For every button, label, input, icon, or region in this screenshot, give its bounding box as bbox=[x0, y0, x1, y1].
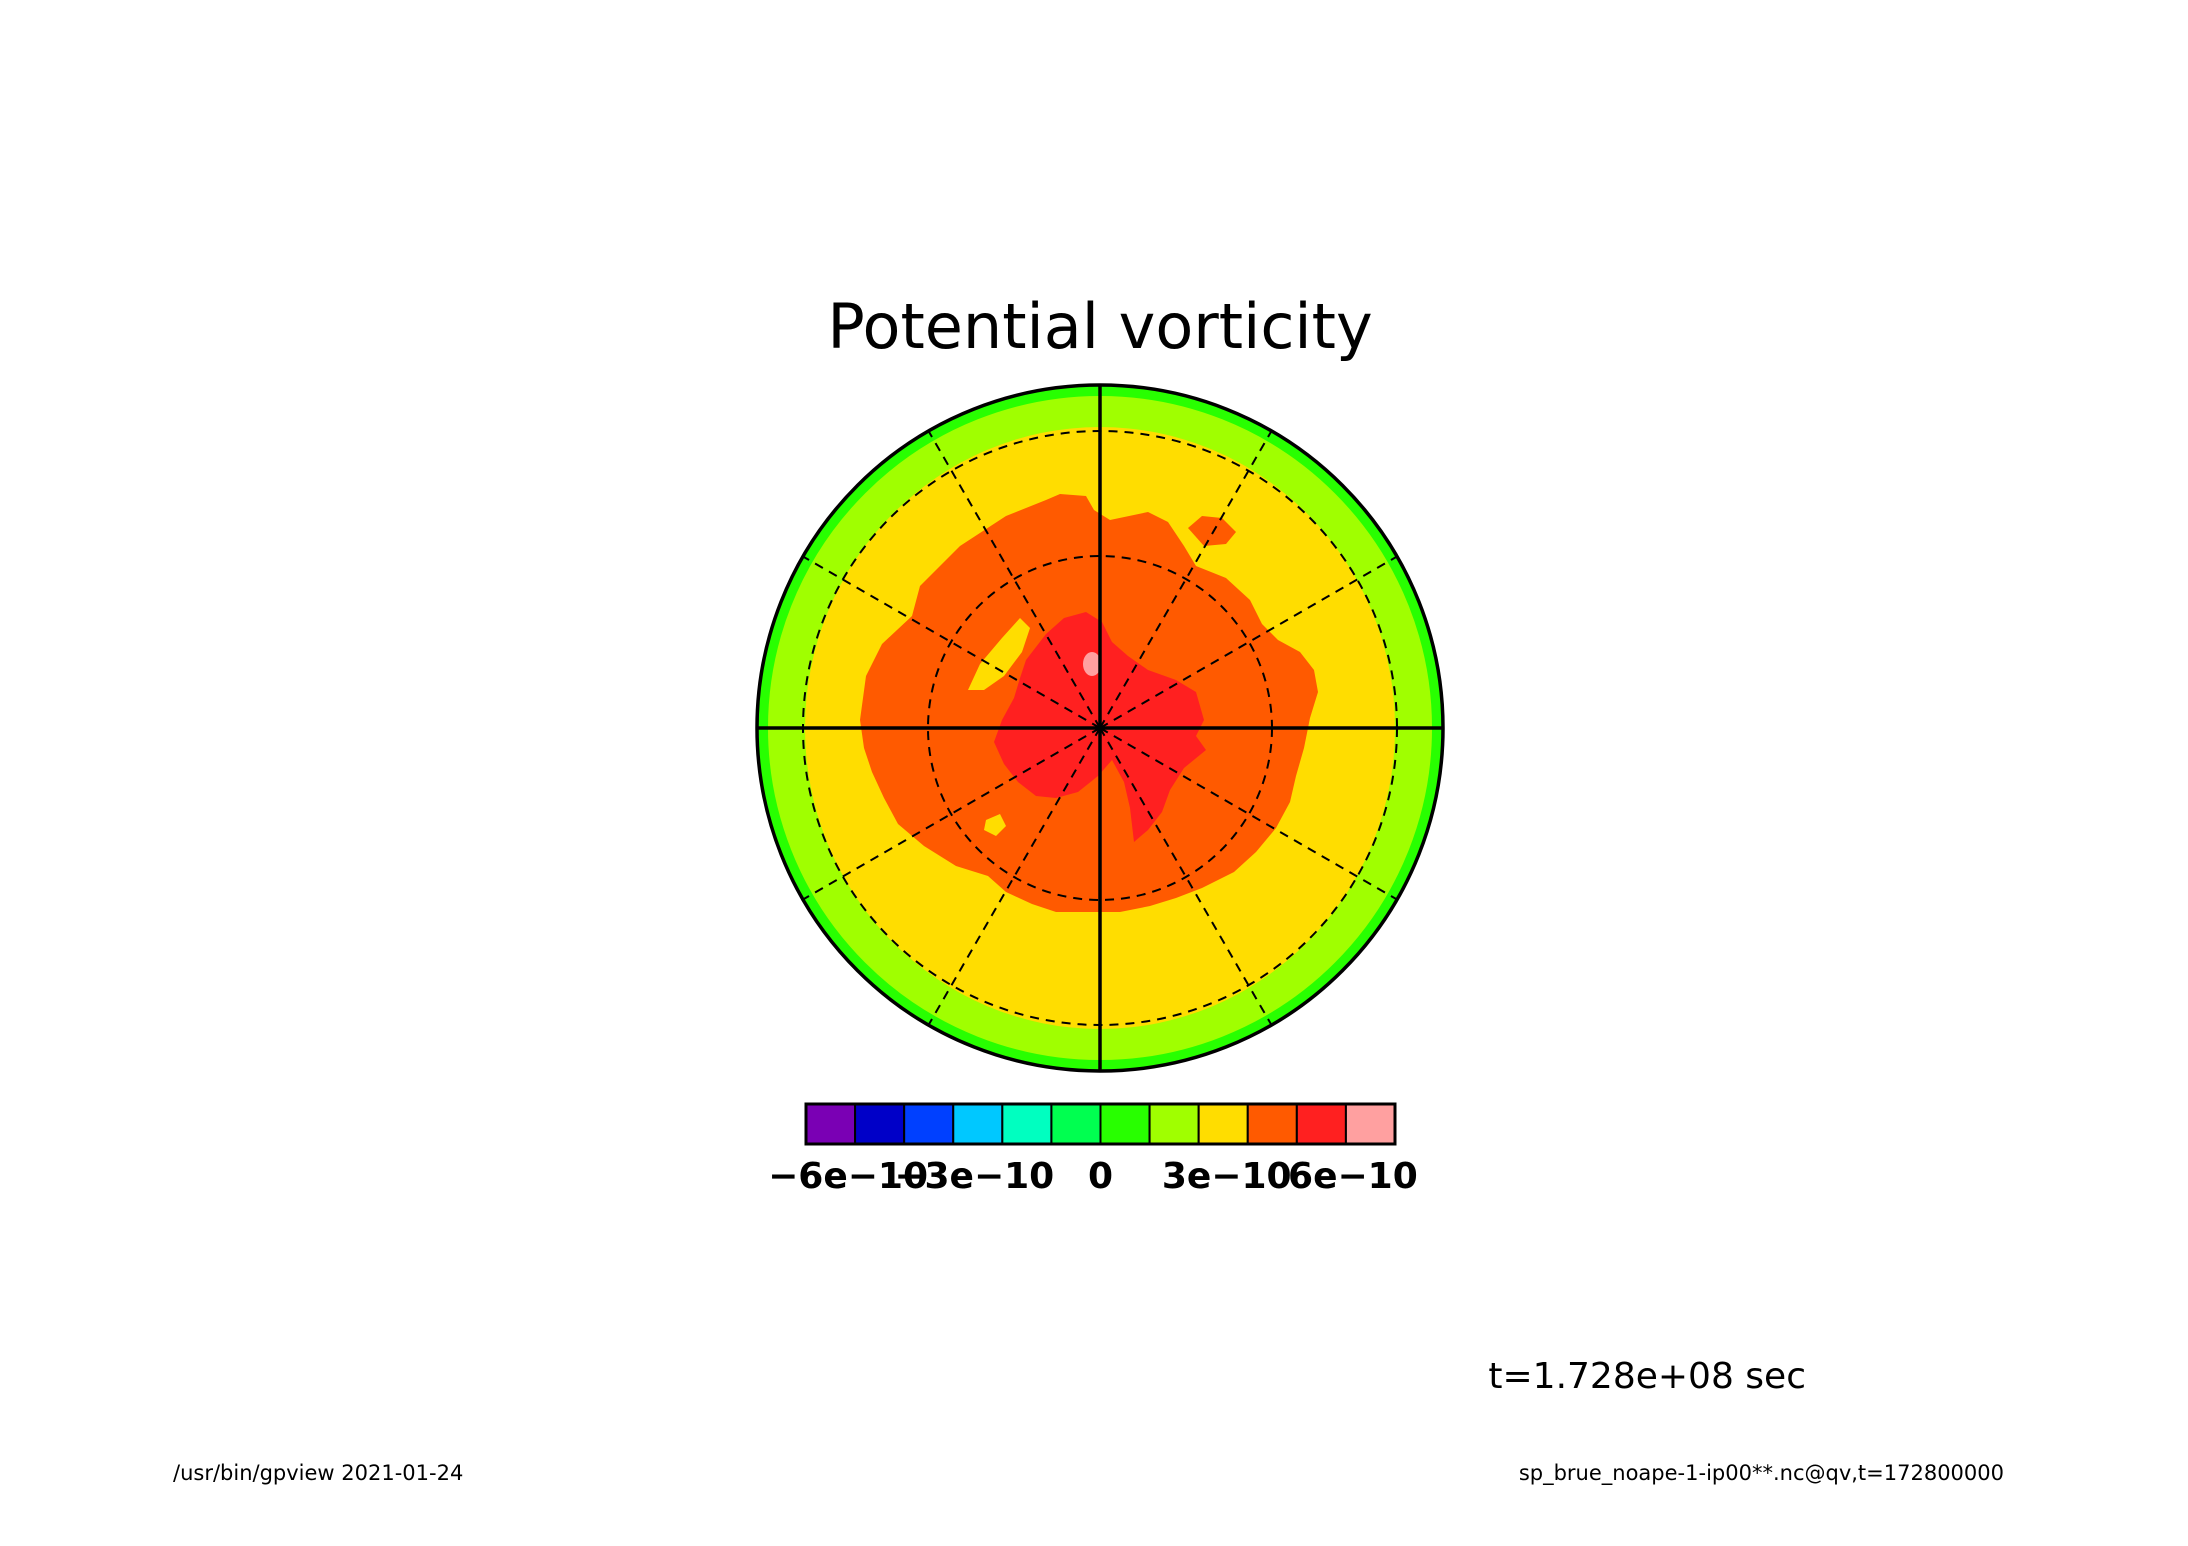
time-annotation: t=1.728e+08 sec bbox=[1488, 1356, 1806, 1397]
colorbar-tick-label-4: 6e−10 bbox=[1288, 1156, 1418, 1197]
colorbar-cell-11 bbox=[1344, 1103, 1396, 1145]
colorbar-cell-4 bbox=[1001, 1103, 1053, 1145]
map-gridlines bbox=[757, 385, 1443, 1071]
region-pink bbox=[1083, 652, 1101, 676]
colorbar-frame bbox=[804, 1102, 1397, 1146]
colorbar-cell-5 bbox=[1050, 1103, 1102, 1145]
colorbar-cell-0 bbox=[805, 1103, 857, 1145]
colorbar-tick-label-2: 0 bbox=[1088, 1156, 1113, 1197]
colorbar-cell-7 bbox=[1148, 1103, 1200, 1145]
colorbar-cell-10 bbox=[1295, 1103, 1347, 1145]
colorbar-cell-3 bbox=[952, 1103, 1004, 1145]
colorbar-cell-8 bbox=[1197, 1103, 1249, 1145]
region-yellow-hole-1 bbox=[968, 618, 1030, 690]
colorbar-cell-6 bbox=[1099, 1103, 1151, 1145]
colorbar-tick-label-1: −3e−10 bbox=[894, 1156, 1054, 1197]
map-boundary bbox=[755, 383, 1445, 1073]
colorbar-tick-label-3: 3e−10 bbox=[1162, 1156, 1292, 1197]
region-yellow-hole-2 bbox=[984, 814, 1006, 836]
colorbar-cell-1 bbox=[854, 1103, 906, 1145]
colorbar-tick-label-0: −6e−10 bbox=[768, 1156, 928, 1197]
colorbar-cell-2 bbox=[903, 1103, 955, 1145]
region-orange-blob bbox=[1188, 516, 1236, 546]
polar-map bbox=[755, 383, 1445, 1073]
footer-right: sp_brue_noape-1-ip00**.nc@qv,t=172800000 bbox=[1519, 1461, 2004, 1486]
colorbar-cell-9 bbox=[1246, 1103, 1298, 1145]
chart-title: Potential vorticity bbox=[827, 290, 1372, 363]
footer-left: /usr/bin/gpview 2021-01-24 bbox=[173, 1461, 463, 1485]
